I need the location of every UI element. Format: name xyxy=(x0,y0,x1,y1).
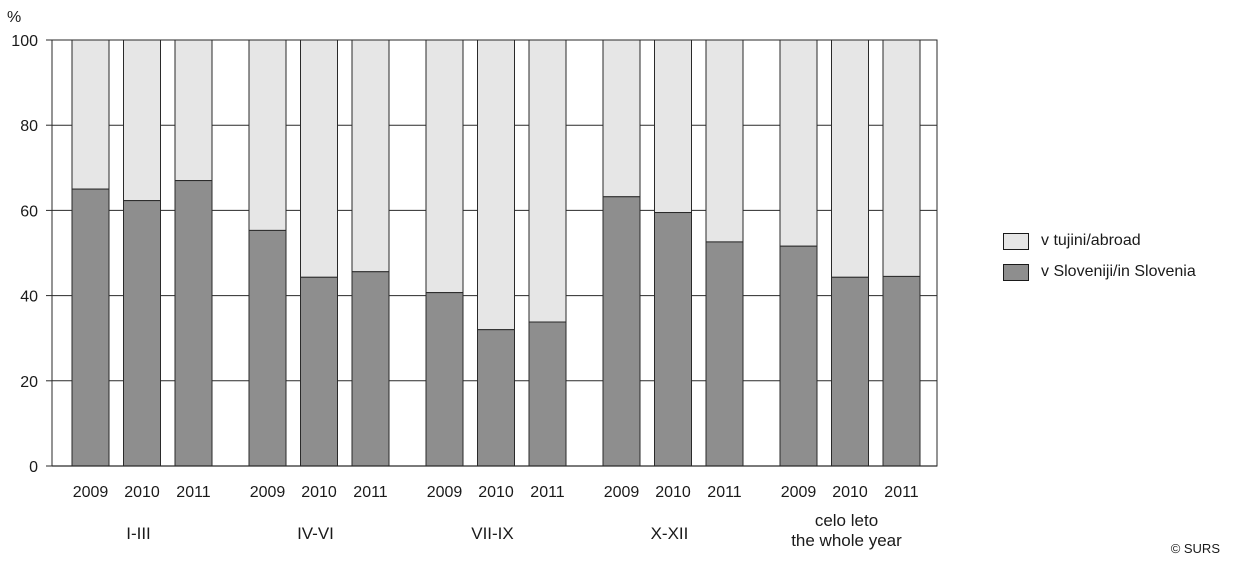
y-tick-label-40: 40 xyxy=(20,289,38,306)
category-label-2-0: VII-IX xyxy=(471,524,514,543)
bar-abroad-1-2009 xyxy=(248,39,287,231)
y-axis-label: % xyxy=(7,9,21,26)
y-tick-label-80: 80 xyxy=(20,118,38,135)
bar-abroad-0-2011 xyxy=(174,39,213,182)
x-tick-label-0-2011: 2011 xyxy=(176,484,211,501)
x-tick-label-2-2011: 2011 xyxy=(530,484,565,501)
x-tick-label-1-2010: 2010 xyxy=(301,484,337,501)
bars xyxy=(71,39,921,467)
category-label-0-0: I-III xyxy=(126,524,151,543)
bar-slovenia-3-2011 xyxy=(705,241,744,467)
x-tick-label-3-2011: 2011 xyxy=(707,484,742,501)
y-tick-label-60: 60 xyxy=(20,203,38,220)
bar-abroad-3-2011 xyxy=(705,39,744,243)
x-tick-label-3-2009: 2009 xyxy=(604,484,640,501)
bar-slovenia-4-2010 xyxy=(831,276,869,467)
bar-abroad-0-2009 xyxy=(71,39,110,190)
bar-slovenia-4-2011 xyxy=(882,275,921,467)
legend-label-abroad: v tujini/abroad xyxy=(1041,232,1141,249)
category-label-4-1: the whole year xyxy=(791,531,902,550)
category-label-4-0: celo leto xyxy=(815,511,878,530)
bar-abroad-4-2009 xyxy=(779,39,818,247)
bar-slovenia-0-2010 xyxy=(123,200,161,467)
axes xyxy=(46,39,938,467)
y-tick-label-100: 100 xyxy=(11,33,38,50)
x-tick-label-0-2009: 2009 xyxy=(73,484,109,501)
x-tick-label-1-2011: 2011 xyxy=(353,484,388,501)
bar-abroad-3-2010 xyxy=(654,39,692,214)
category-label-1-0: IV-VI xyxy=(297,524,334,543)
legend: v tujini/abroad v Sloveniji/in Slovenia xyxy=(1003,230,1196,292)
bar-slovenia-3-2009 xyxy=(602,196,641,467)
bar-abroad-2-2011 xyxy=(528,39,567,323)
x-tick-label-2-2009: 2009 xyxy=(427,484,463,501)
x-tick-label-0-2010: 2010 xyxy=(124,484,160,501)
x-tick-label-4-2009: 2009 xyxy=(781,484,817,501)
bar-abroad-4-2011 xyxy=(882,39,921,277)
legend-item-slovenia: v Sloveniji/in Slovenia xyxy=(1003,261,1196,283)
x-tick-label-2-2010: 2010 xyxy=(478,484,514,501)
legend-label-slovenia: v Sloveniji/in Slovenia xyxy=(1041,263,1196,280)
legend-item-abroad: v tujini/abroad xyxy=(1003,230,1196,252)
y-tick-label-0: 0 xyxy=(29,459,38,476)
bar-slovenia-3-2010 xyxy=(654,212,692,467)
copyright-credit: © SURS xyxy=(1170,541,1220,556)
bar-abroad-0-2010 xyxy=(123,39,161,202)
category-label-3-0: X-XII xyxy=(651,524,689,543)
x-tick-label-4-2011: 2011 xyxy=(884,484,919,501)
x-tick-label-4-2010: 2010 xyxy=(832,484,868,501)
bar-slovenia-1-2011 xyxy=(351,271,390,467)
legend-swatch-abroad xyxy=(1003,232,1029,250)
axis-labels: 0 20 40 60 80 100% 2009 2010 2011 I-III 2009 2010 20… xyxy=(7,9,919,550)
legend-swatch-slovenia xyxy=(1003,263,1029,281)
bar-slovenia-0-2009 xyxy=(71,188,110,467)
bar-slovenia-1-2009 xyxy=(248,229,287,467)
bar-slovenia-0-2011 xyxy=(174,180,213,467)
bar-slovenia-2-2010 xyxy=(477,329,515,467)
bar-slovenia-2-2011 xyxy=(528,321,567,467)
y-tick-label-20: 20 xyxy=(20,374,38,391)
bar-slovenia-1-2010 xyxy=(300,276,338,467)
bar-slovenia-2-2009 xyxy=(425,292,464,467)
bar-abroad-2-2009 xyxy=(425,39,464,294)
x-tick-label-1-2009: 2009 xyxy=(250,484,286,501)
bar-abroad-3-2009 xyxy=(602,39,641,198)
bar-abroad-4-2010 xyxy=(831,39,869,278)
x-tick-label-3-2010: 2010 xyxy=(655,484,691,501)
bar-abroad-1-2010 xyxy=(300,39,338,278)
bar-abroad-1-2011 xyxy=(351,39,390,273)
bar-abroad-2-2010 xyxy=(477,39,515,331)
bar-slovenia-4-2009 xyxy=(779,245,818,467)
